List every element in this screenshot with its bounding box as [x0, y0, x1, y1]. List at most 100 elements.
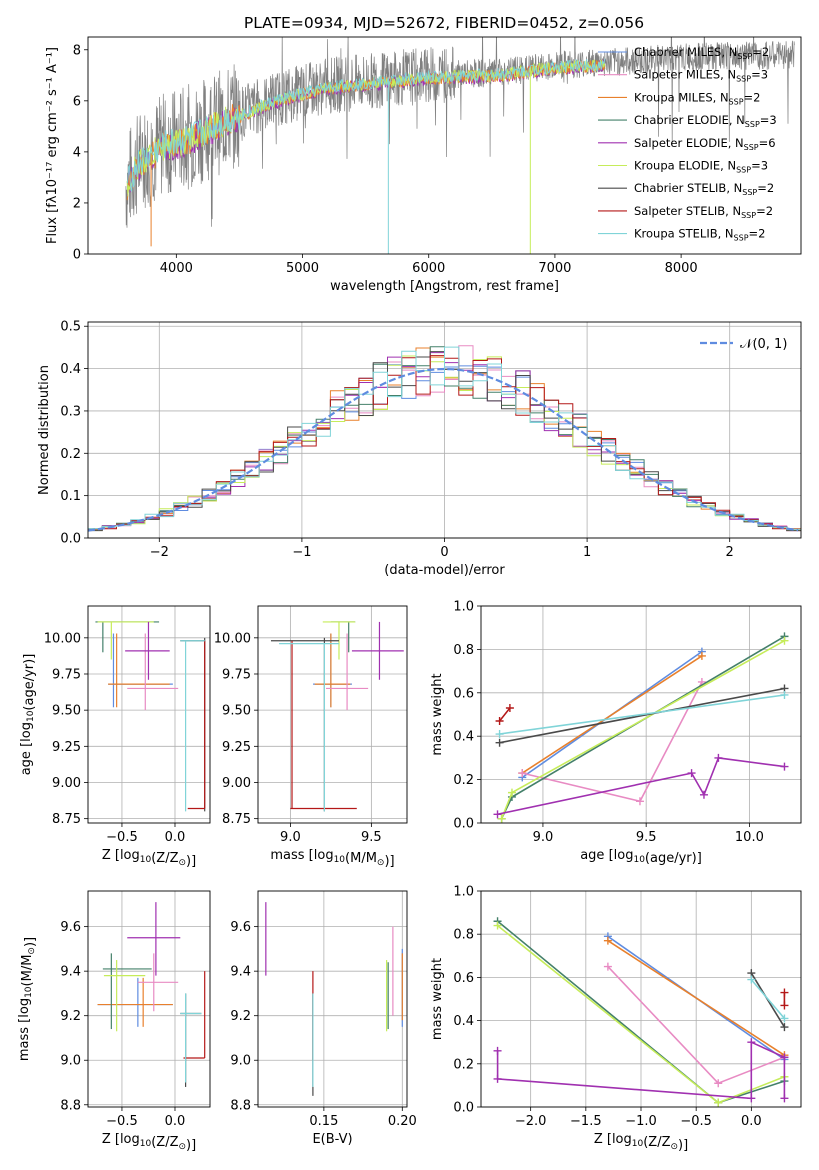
x-axis-label: mass [log10(M/M⊙)] [270, 848, 394, 869]
y-tick-label: 0.8 [453, 928, 474, 943]
legend-entry: Kroupa ELODIE, NSSP=3 [634, 159, 768, 175]
y-tick-label: 6 [73, 94, 81, 109]
x-tick-label: 9.5 [636, 830, 657, 845]
weight-series [521, 655, 703, 774]
x-axis-label: (data-model)/error [384, 563, 505, 578]
y-axis-label: mass weight [430, 673, 445, 755]
histogram [88, 346, 801, 530]
mass_vs_Z-panel: −0.5 0.0 8.8 9.0 9.2 9.4 9.6 Z [log10(Z/Z⊙)] mas… [17, 890, 211, 1153]
weight-series [498, 707, 511, 722]
y-axis-label: Normed distribution [37, 365, 52, 495]
weight-marker [497, 814, 506, 823]
x-tick-label: 0 [440, 545, 448, 560]
x-tick-label: 5000 [286, 261, 319, 276]
weight-marker [747, 975, 756, 984]
axes-frame [480, 605, 802, 824]
y-tick-label: 9.2 [230, 1009, 251, 1024]
weight-marker [518, 769, 527, 778]
legend-entry: Kroupa MILES, NSSP=2 [634, 90, 760, 106]
weight-series [607, 940, 785, 1056]
x-tick-label: −0.5 [106, 1114, 138, 1129]
y-tick-label: 9.00 [52, 776, 81, 791]
y-tick-label: 9.6 [60, 920, 81, 935]
x-axis-label: E(B-V) [312, 1132, 352, 1147]
weight-marker [495, 730, 504, 739]
y-tick-label: 0.1 [60, 489, 81, 504]
errorbars [95, 621, 206, 812]
axes-frame [87, 605, 211, 824]
weight-marker [699, 790, 708, 799]
weight-marker [780, 1023, 789, 1032]
model-spectrum [126, 58, 606, 192]
y-tick-label: 8.75 [222, 812, 251, 827]
errorbars [97, 902, 206, 1087]
weight-marker [697, 651, 706, 660]
y-tick-label: 0.4 [453, 730, 474, 745]
y-tick-label: 9.4 [60, 965, 81, 980]
weight-series [750, 979, 786, 1019]
weight-marker [493, 921, 502, 930]
figure-title: PLATE=0934, MJD=52672, FIBERID=0452, z=0… [244, 14, 644, 32]
y-tick-label: 9.75 [52, 667, 81, 682]
y-tick-label: 0.0 [60, 532, 81, 547]
weight-marker [780, 1094, 789, 1103]
y-tick-label: 0.3 [60, 404, 81, 419]
weight-series [500, 640, 785, 819]
y-tick-label: 8.8 [60, 1098, 81, 1113]
age_vs_Z-panel: −0.5 0.0 8.75 9.00 9.25 9.50 9.75 10.00 Z [log10… [19, 605, 211, 869]
errorbars [270, 621, 404, 812]
weight-series [522, 681, 703, 803]
y-tick-label: 0.8 [453, 643, 474, 658]
y-axis-label: mass weight [430, 958, 445, 1040]
y-axis-label: mass [log10(M/M⊙)] [17, 937, 38, 1061]
weight-marker [780, 988, 789, 997]
y-tick-label: 10.00 [214, 631, 251, 646]
weight-marker [780, 762, 789, 771]
y-tick-label: 0 [73, 248, 81, 263]
y-tick-label: 0.2 [453, 1057, 474, 1072]
weight-lines [493, 632, 789, 823]
weight-series [496, 1040, 786, 1100]
axes-frame [257, 890, 408, 1108]
y-axis-label: Flux [fλ10⁻¹⁷ erg cm⁻² s⁻¹ A⁻¹] [45, 47, 60, 244]
x-tick-label: 6000 [412, 261, 445, 276]
weight-marker [780, 636, 789, 645]
y-tick-label: 8.75 [52, 812, 81, 827]
weight-marker [780, 690, 789, 699]
weight-marker [493, 1074, 502, 1083]
y-tick-label: 0.4 [60, 362, 81, 377]
spectrum-panel: 4000 5000 6000 7000 8000 0 2 4 6 8 wavelength [Ang… [45, 36, 802, 294]
weight-marker [780, 1014, 789, 1023]
y-tick-label: 1.0 [453, 600, 474, 615]
x-tick-label: 0.20 [388, 1114, 417, 1129]
legend-entry: Chabrier ELODIE, NSSP=3 [634, 113, 777, 129]
x-axis-label: Z [log10(Z/Z⊙)] [102, 848, 196, 869]
weight-lines [493, 917, 789, 1107]
y-tick-label: 1.0 [453, 885, 474, 900]
weight-series [497, 757, 785, 816]
gaussian-curve [88, 367, 799, 532]
y-tick-label: 9.4 [230, 965, 251, 980]
x-tick-label: −1.5 [570, 1114, 602, 1129]
x-tick-label: 9.5 [361, 830, 382, 845]
weight-marker [507, 788, 516, 797]
y-tick-label: 2 [73, 196, 81, 211]
weight-marker [495, 717, 504, 726]
legend-entry: 𝒩(0, 1) [740, 337, 787, 352]
x-tick-label: 9.0 [280, 830, 301, 845]
weight-marker [603, 962, 612, 971]
axes-frame [257, 605, 408, 824]
x-tick-label: −1.0 [625, 1114, 657, 1129]
x-tick-label: 10.0 [735, 830, 764, 845]
weight-marker [780, 1053, 789, 1062]
weight-marker [780, 1001, 789, 1010]
weight-series [499, 687, 785, 744]
weight-marker [714, 1098, 723, 1107]
weight-marker [505, 703, 514, 712]
axes-frame [87, 890, 211, 1108]
weight-marker [714, 1079, 723, 1088]
x-tick-label: 0.0 [741, 1114, 762, 1129]
weight-marker [687, 769, 696, 778]
weight-marker [714, 753, 723, 762]
